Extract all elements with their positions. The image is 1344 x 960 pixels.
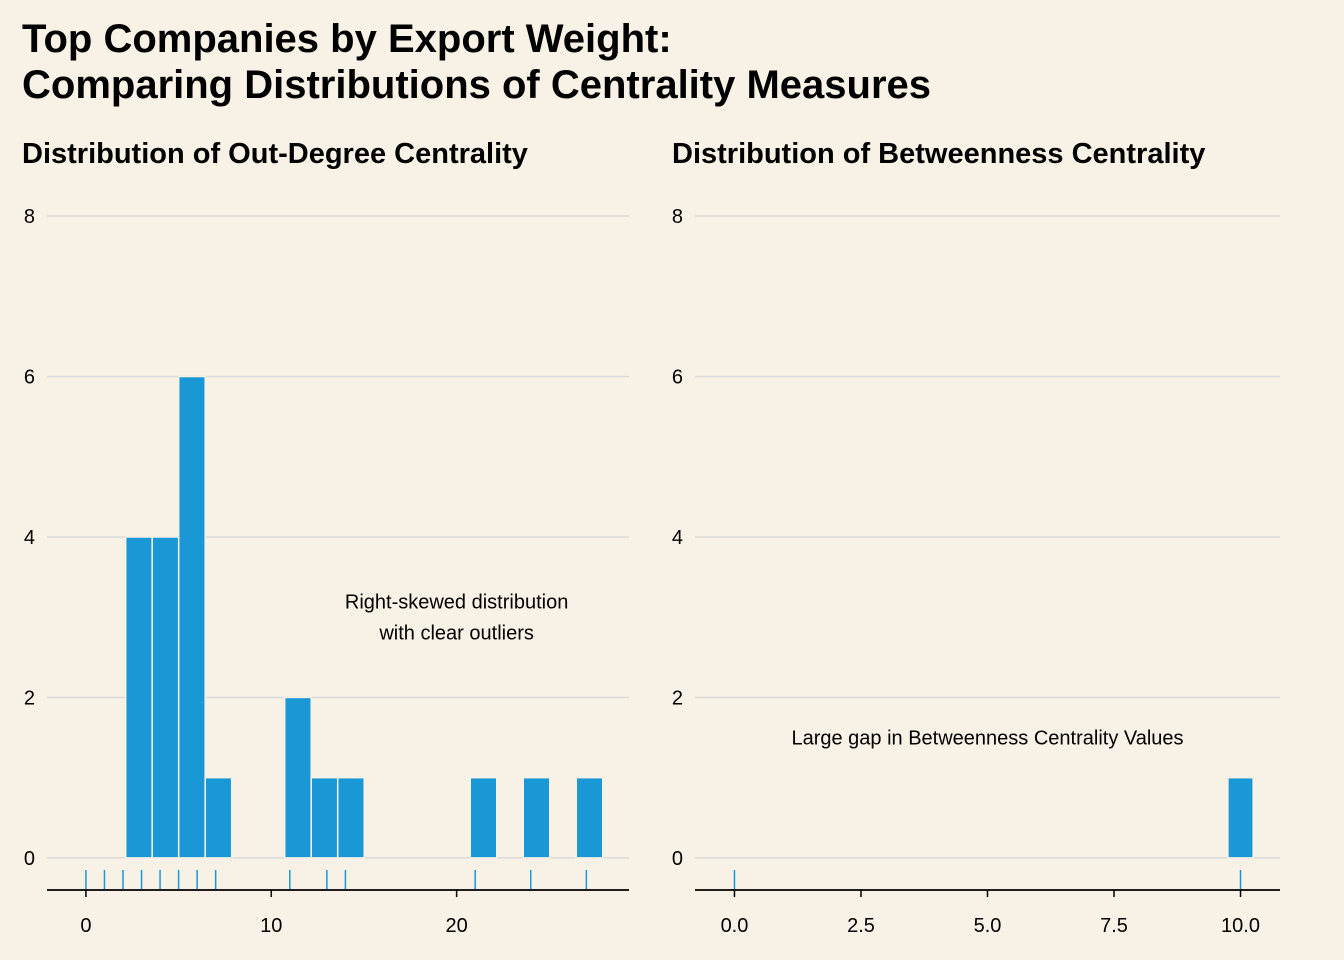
p1-x-tick-label: 20 [445,915,467,937]
p1-annotation-line: with clear outliers [378,623,534,645]
p1-y-tick-label: 0 [24,848,35,870]
panel-title-out-degree: Distribution of Out-Degree Centrality [22,138,528,170]
p1-y-tick-label: 6 [24,367,35,389]
p1-histogram-bar [283,696,312,859]
p1-y-tick-label: 8 [24,206,35,228]
p1-x-tick-label: 0 [80,915,91,937]
p1-annotation-line: Right-skewed distribution [345,592,568,614]
p1-y-tick-label: 2 [24,687,35,709]
p2-x-tick-label: 0.0 [721,915,749,937]
p2-y-tick-label: 8 [672,206,683,228]
p1-histogram-bar [469,776,498,859]
p1-y-tick-label: 4 [24,527,35,549]
p1-histogram-bar [310,776,339,859]
p2-x-tick-label: 5.0 [974,915,1002,937]
p2-y-tick-label: 6 [672,367,683,389]
panel-title-betweenness: Distribution of Betweenness Centrality [672,138,1206,170]
p1-histogram-bar [336,776,365,859]
p1-histogram-bar [575,776,604,859]
p2-x-tick-label: 2.5 [847,915,875,937]
p1-histogram-bar [124,536,153,859]
p1-histogram-bar [522,776,551,859]
p2-x-tick-label: 7.5 [1100,915,1128,937]
p1-x-tick-label: 10 [260,915,282,937]
p2-annotation-line: Large gap in Betweenness Centrality Valu… [791,728,1183,750]
p2-histogram-bar [1227,776,1254,859]
main-title: Top Companies by Export Weight: Comparin… [22,17,932,107]
p2-x-tick-label: 10.0 [1221,915,1260,937]
p2-y-tick-label: 0 [672,848,683,870]
p1-histogram-bar [204,776,233,859]
p1-histogram-bar [177,375,206,859]
p1-histogram-bar [151,536,180,859]
p2-y-tick-label: 4 [672,527,683,549]
p2-y-tick-label: 2 [672,687,683,709]
